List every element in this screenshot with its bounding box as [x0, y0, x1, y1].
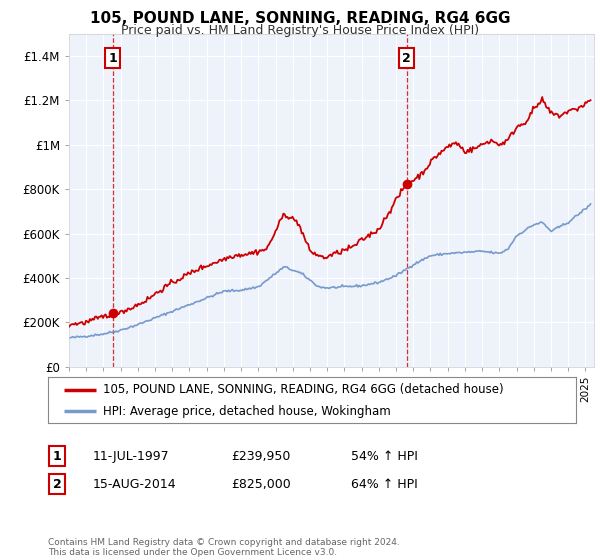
Text: £239,950: £239,950	[231, 450, 290, 463]
Text: 64% ↑ HPI: 64% ↑ HPI	[351, 478, 418, 491]
Text: 105, POUND LANE, SONNING, READING, RG4 6GG: 105, POUND LANE, SONNING, READING, RG4 6…	[90, 11, 510, 26]
Text: 2: 2	[53, 478, 61, 491]
Text: 54% ↑ HPI: 54% ↑ HPI	[351, 450, 418, 463]
Text: HPI: Average price, detached house, Wokingham: HPI: Average price, detached house, Woki…	[103, 405, 391, 418]
Text: 105, POUND LANE, SONNING, READING, RG4 6GG (detached house): 105, POUND LANE, SONNING, READING, RG4 6…	[103, 383, 504, 396]
Text: 11-JUL-1997: 11-JUL-1997	[93, 450, 170, 463]
Text: 1: 1	[53, 450, 61, 463]
Text: £825,000: £825,000	[231, 478, 291, 491]
Text: 2: 2	[403, 52, 411, 64]
Text: 15-AUG-2014: 15-AUG-2014	[93, 478, 176, 491]
Text: 1: 1	[108, 52, 117, 64]
Text: Contains HM Land Registry data © Crown copyright and database right 2024.
This d: Contains HM Land Registry data © Crown c…	[48, 538, 400, 557]
Text: Price paid vs. HM Land Registry's House Price Index (HPI): Price paid vs. HM Land Registry's House …	[121, 24, 479, 37]
